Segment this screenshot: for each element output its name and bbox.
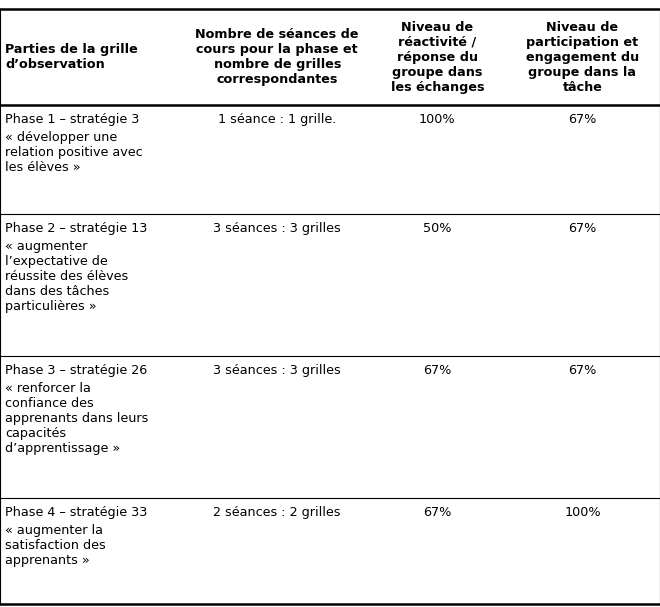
Text: 100%: 100% — [419, 113, 455, 126]
Text: « augmenter la
satisfaction des
apprenants »: « augmenter la satisfaction des apprenan… — [5, 524, 106, 568]
Text: 50%: 50% — [423, 222, 451, 235]
Text: Phase 1 – stratégie 3: Phase 1 – stratégie 3 — [5, 113, 140, 126]
Text: 67%: 67% — [568, 364, 597, 377]
Text: 3 séances : 3 grilles: 3 séances : 3 grilles — [213, 364, 341, 377]
Text: Phase 2 – stratégie 13: Phase 2 – stratégie 13 — [5, 222, 148, 235]
Text: Nombre de séances de
cours pour la phase et
nombre de grilles
correspondantes: Nombre de séances de cours pour la phase… — [195, 28, 359, 86]
Text: Parties de la grille
d’observation: Parties de la grille d’observation — [5, 43, 138, 71]
Text: Phase 3 – stratégie 26: Phase 3 – stratégie 26 — [5, 364, 148, 377]
Text: Niveau de
réactivité /
réponse du
groupe dans
les échanges: Niveau de réactivité / réponse du groupe… — [391, 21, 484, 93]
Text: 2 séances : 2 grilles: 2 séances : 2 grilles — [213, 506, 341, 519]
Text: Niveau de
participation et
engagement du
groupe dans la
tâche: Niveau de participation et engagement du… — [526, 21, 639, 93]
Text: « renforcer la
confiance des
apprenants dans leurs
capacités
d’apprentissage »: « renforcer la confiance des apprenants … — [5, 382, 148, 455]
Text: 3 séances : 3 grilles: 3 séances : 3 grilles — [213, 222, 341, 235]
Text: « augmenter
l’expectative de
réussite des élèves
dans des tâches
particulières »: « augmenter l’expectative de réussite de… — [5, 240, 129, 313]
Text: Phase 4 – stratégie 33: Phase 4 – stratégie 33 — [5, 506, 148, 519]
Text: « développer une
relation positive avec
les élèves »: « développer une relation positive avec … — [5, 131, 143, 174]
Text: 67%: 67% — [568, 113, 597, 126]
Text: 67%: 67% — [423, 364, 451, 377]
Text: 67%: 67% — [568, 222, 597, 235]
Text: 100%: 100% — [564, 506, 601, 519]
Text: 67%: 67% — [423, 506, 451, 519]
Text: 1 séance : 1 grille.: 1 séance : 1 grille. — [218, 113, 337, 126]
